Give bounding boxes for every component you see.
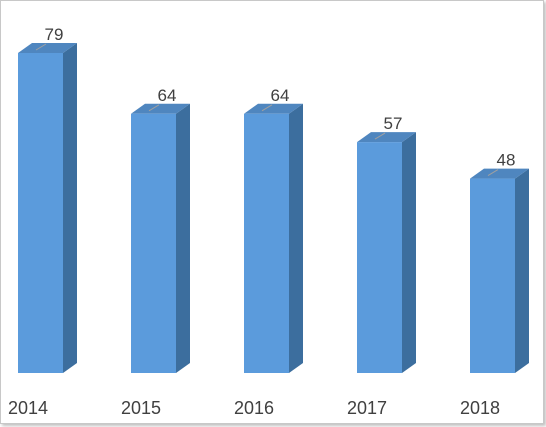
category-label: 2016 (234, 398, 274, 418)
data-label: 48 (497, 151, 516, 170)
bar-side-2016 (289, 103, 303, 373)
data-label-leader (374, 132, 386, 140)
bar-side-2018 (515, 168, 529, 373)
bar-top-2016 (244, 103, 303, 114)
bar-top-2014 (18, 43, 77, 53)
bar-2014 (18, 53, 63, 373)
data-label: 79 (45, 25, 64, 44)
bar-2018 (470, 178, 515, 373)
data-labels-group: 79 64 64 57 48 (35, 25, 516, 176)
category-label: 2014 (8, 398, 48, 418)
category-labels-group: 2014 2015 2016 2017 2018 (8, 398, 500, 418)
data-label-leader (35, 43, 47, 51)
bars-group (18, 43, 529, 373)
bar-side-2015 (176, 103, 190, 373)
data-label: 64 (271, 86, 290, 105)
bar-side-2017 (402, 132, 416, 373)
bar-2015 (131, 113, 176, 373)
category-label: 2017 (347, 398, 387, 418)
bar-2017 (357, 142, 402, 373)
bar-top-2017 (357, 132, 416, 143)
bar-top-2015 (131, 103, 190, 114)
category-label: 2018 (460, 398, 500, 418)
data-label: 57 (384, 114, 403, 133)
data-label-leader (148, 104, 160, 112)
data-label-leader (261, 104, 273, 112)
data-label-leader (487, 169, 499, 176)
bar-2016 (244, 113, 289, 373)
bar-top-2018 (470, 168, 529, 179)
bar-side-2014 (63, 43, 77, 373)
category-label: 2015 (121, 398, 161, 418)
data-label: 64 (158, 86, 177, 105)
